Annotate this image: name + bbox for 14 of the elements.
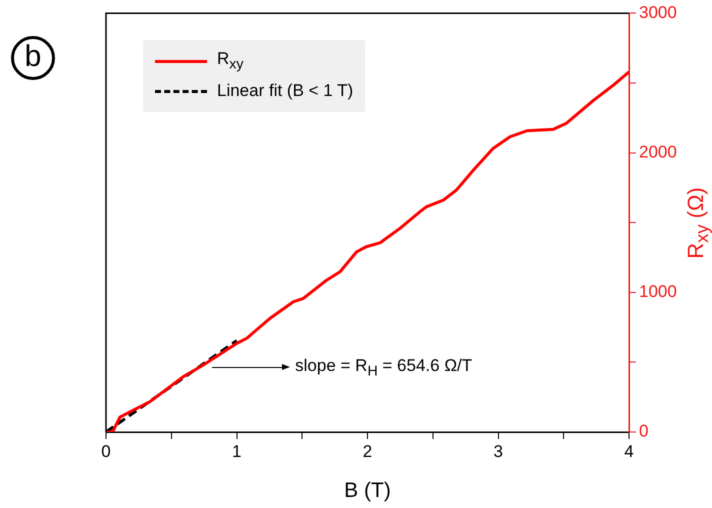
legend-label: R$_{xy}$ bbox=[217, 49, 244, 73]
x-axis-title: B (T) bbox=[344, 479, 391, 502]
x-tick-label: 1 bbox=[232, 442, 242, 461]
text: b bbox=[11, 36, 55, 80]
x-tick-label: 4 bbox=[624, 442, 634, 461]
x-tick-label: 0 bbox=[101, 442, 111, 461]
x-tick-label: 3 bbox=[494, 442, 503, 461]
y2-tick-label: 1000 bbox=[639, 282, 677, 302]
legend-label: Linear fit (B < 1 T) bbox=[217, 81, 354, 102]
y2-tick-label: 0 bbox=[639, 422, 648, 441]
annotation: slope = R$_{H}$ = 654.6 Ω/T bbox=[295, 356, 472, 380]
y2-tick-label: 3000 bbox=[639, 2, 677, 22]
x-tick-label: 2 bbox=[362, 442, 372, 461]
y2-tick-label: 2000 bbox=[639, 142, 677, 162]
